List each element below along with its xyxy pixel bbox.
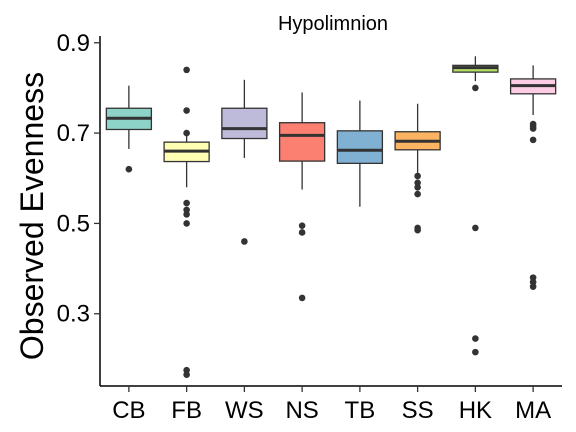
outlier-point xyxy=(472,224,479,232)
chart-title: Hypolimnion xyxy=(278,13,388,35)
y-tick-label: 0.9 xyxy=(57,30,90,57)
outlier-point xyxy=(529,283,537,290)
outlier-point xyxy=(241,238,248,245)
box-TB xyxy=(336,130,384,165)
x-tick-label: TB xyxy=(345,397,376,424)
x-tick-label: MA xyxy=(515,397,551,424)
box-WS xyxy=(221,107,268,140)
outlier-point xyxy=(298,229,306,236)
y-tick-label: 0.3 xyxy=(57,301,90,328)
outlier-point xyxy=(183,220,190,227)
outlier-point xyxy=(183,206,190,214)
y-axis-label: Observed Evenness xyxy=(14,72,50,360)
y-tick-label: 0.7 xyxy=(57,120,90,147)
outlier-point xyxy=(529,274,537,281)
outlier-point xyxy=(529,136,537,144)
box-NS xyxy=(278,122,326,162)
outlier-point xyxy=(183,366,190,374)
outlier-point xyxy=(529,125,537,132)
outlier-point xyxy=(125,165,133,173)
x-tick-label: CB xyxy=(112,397,145,424)
outlier-point xyxy=(529,278,537,286)
outlier-point xyxy=(472,335,479,342)
plot-area: 0.3 0.5 0.7 0.9 CB FB WS NS TB SS HK MA xyxy=(57,30,562,424)
outlier-point xyxy=(183,107,190,114)
x-tick-label: NS xyxy=(285,397,318,424)
outlier-point xyxy=(298,294,306,302)
outlier-point xyxy=(414,190,421,198)
outlier-point xyxy=(472,348,479,356)
x-tick-label: WS xyxy=(225,397,264,424)
outlier-point xyxy=(183,199,190,207)
outlier-point xyxy=(414,179,421,187)
y-tick-label: 0.5 xyxy=(57,210,90,237)
outlier-point xyxy=(183,371,190,379)
x-tick-label: SS xyxy=(402,397,434,424)
outlier-point xyxy=(414,183,421,191)
outlier-point xyxy=(183,211,190,218)
outlier-point xyxy=(414,226,421,234)
outlier-point xyxy=(183,66,190,74)
x-tick-label: FB xyxy=(171,397,202,424)
x-tick-label: HK xyxy=(459,397,492,424)
outlier-point xyxy=(414,172,421,180)
outlier-point xyxy=(298,222,306,229)
outlier-point xyxy=(472,84,479,92)
outlier-point xyxy=(183,129,190,137)
